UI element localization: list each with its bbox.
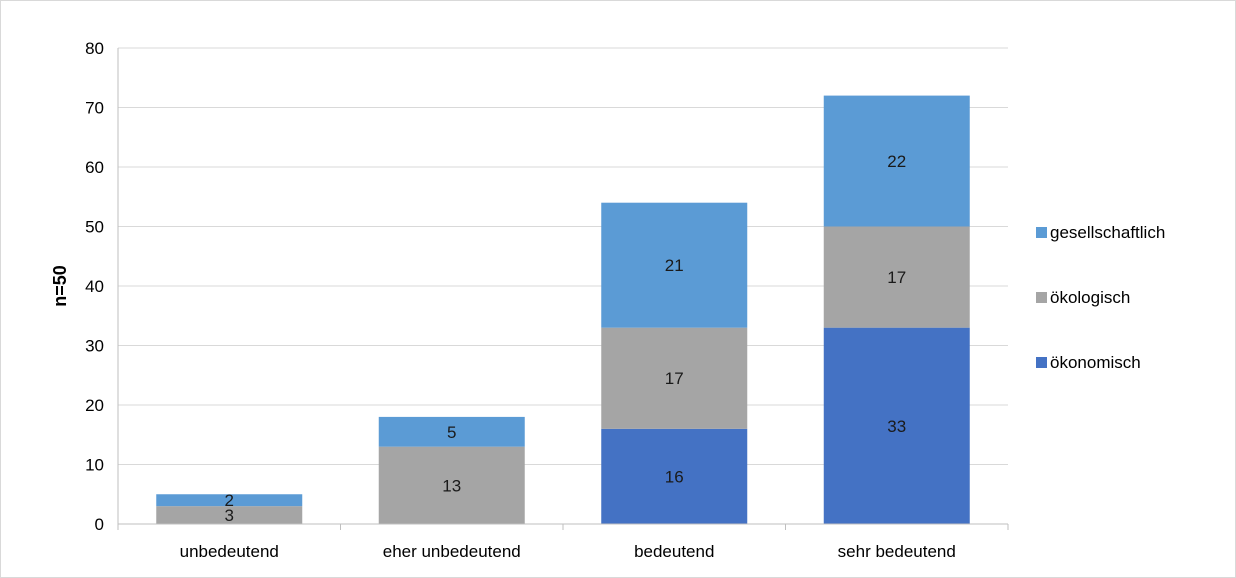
bar-segment bbox=[378, 446, 525, 524]
x-tick-label: sehr bedeutend bbox=[838, 542, 956, 561]
y-tick-label: 60 bbox=[85, 158, 104, 177]
legend: gesellschaftlich ökologisch ökonomisch bbox=[1036, 223, 1165, 372]
legend-swatch bbox=[1036, 357, 1047, 368]
y-tick-label: 50 bbox=[85, 218, 104, 237]
bar-segment bbox=[601, 202, 748, 328]
x-tick-label: bedeutend bbox=[634, 542, 714, 561]
data-label: 17 bbox=[887, 268, 906, 287]
axes: 0 10 20 30 40 50 60 70 80 unbedeutend eher unbedeu… bbox=[85, 39, 1009, 561]
data-label: 13 bbox=[442, 476, 461, 495]
data-labels: 32 13 5 16 17 21 33 17 22 bbox=[225, 152, 907, 525]
data-label: 22 bbox=[887, 152, 906, 171]
bar-segment bbox=[156, 494, 303, 507]
y-tick-label: 20 bbox=[85, 396, 104, 415]
y-tick-label: 40 bbox=[85, 277, 104, 296]
legend-swatch bbox=[1036, 227, 1047, 238]
bar-segment bbox=[823, 327, 970, 524]
y-tick-label: 30 bbox=[85, 337, 104, 356]
data-label: 5 bbox=[447, 423, 456, 442]
data-label: 3 bbox=[225, 506, 234, 525]
bar-segment bbox=[601, 327, 748, 429]
data-label: 2 bbox=[225, 491, 234, 510]
bar-segment bbox=[156, 506, 303, 524]
bar-segment bbox=[823, 226, 970, 328]
y-tick-label: 0 bbox=[95, 515, 104, 534]
legend-label: ökonomisch bbox=[1050, 353, 1141, 372]
y-tick-label: 70 bbox=[85, 99, 104, 118]
legend-swatch bbox=[1036, 292, 1047, 303]
y-tick-label: 10 bbox=[85, 456, 104, 475]
x-tick-label: eher unbedeutend bbox=[383, 542, 521, 561]
legend-label: ökologisch bbox=[1050, 288, 1130, 307]
y-tick-label: 80 bbox=[85, 39, 104, 58]
legend-label: gesellschaftlich bbox=[1050, 223, 1165, 242]
x-tick-label: unbedeutend bbox=[180, 542, 279, 561]
y-axis-title: n=50 bbox=[50, 265, 70, 307]
data-label: 21 bbox=[665, 256, 684, 275]
data-label: 16 bbox=[665, 467, 684, 486]
bar-segment bbox=[378, 416, 525, 447]
bar-segment bbox=[601, 428, 748, 524]
data-label: 17 bbox=[665, 369, 684, 388]
bars bbox=[156, 95, 970, 524]
bar-segment bbox=[823, 95, 970, 227]
data-label: 33 bbox=[887, 417, 906, 436]
